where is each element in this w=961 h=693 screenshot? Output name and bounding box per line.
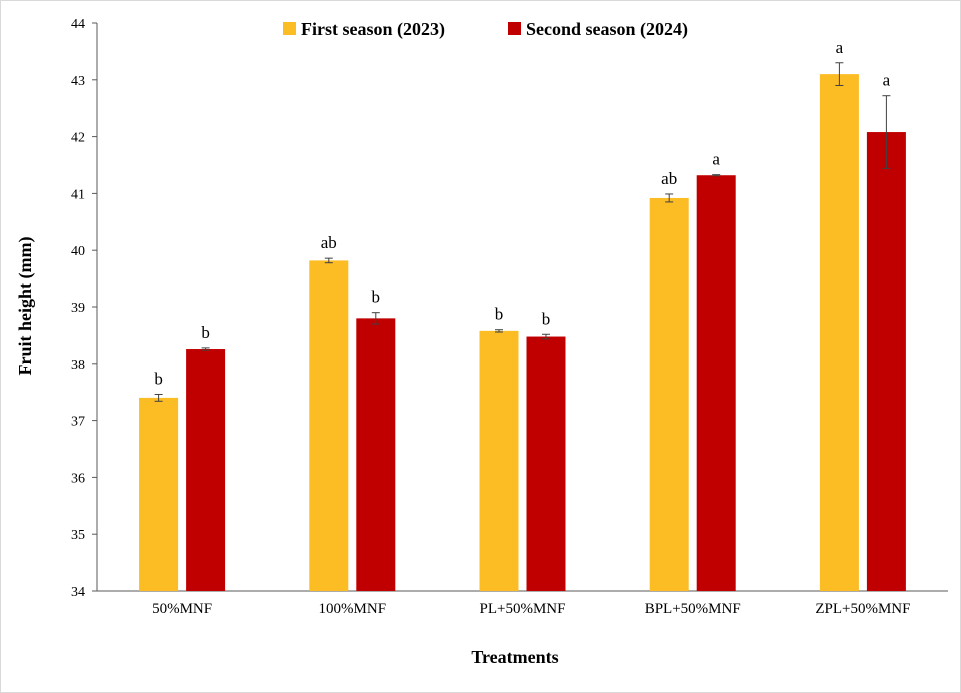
bar-first-season — [479, 330, 519, 591]
significance-label: ab — [661, 169, 677, 188]
y-tick-label: 40 — [71, 244, 85, 259]
legend: First season (2023) Second season (2024) — [283, 19, 688, 40]
significance-label: b — [201, 323, 210, 342]
y-axis: 34 35 36 37 38 39 40 41 42 43 44 — [71, 17, 98, 600]
legend-swatch — [283, 22, 296, 35]
y-tick-label: 34 — [71, 585, 85, 600]
significance-label: a — [836, 38, 844, 57]
y-tick-label: 37 — [71, 415, 85, 430]
significance-label: b — [154, 369, 163, 388]
y-tick-label: 42 — [71, 131, 85, 146]
bar-second-season — [866, 132, 906, 591]
legend-label: First season (2023) — [301, 19, 445, 40]
bar-first-season — [139, 397, 179, 591]
bar-first-season — [649, 197, 689, 591]
y-tick-label: 41 — [71, 187, 85, 202]
significance-label: ab — [321, 233, 337, 252]
y-tick-label: 39 — [71, 301, 85, 316]
y-tick-label: 35 — [71, 528, 85, 543]
bar-second-season — [186, 349, 226, 591]
bars: b b ab b b b ab a a a — [139, 38, 906, 592]
significance-label: b — [495, 305, 504, 324]
y-tick-label: 43 — [71, 74, 85, 89]
y-tick-label: 38 — [71, 358, 85, 373]
y-tick-label: 36 — [71, 471, 85, 486]
bar-second-season — [526, 336, 566, 591]
bar-first-season — [309, 260, 349, 591]
y-tick-label: 44 — [71, 17, 85, 32]
legend-label: Second season (2024) — [526, 19, 688, 40]
significance-label: b — [372, 288, 381, 307]
significance-label: a — [883, 71, 891, 90]
x-tick-label: PL+50%MNF — [480, 601, 566, 617]
x-axis: 50%MNF 100%MNF PL+50%MNF BPL+50%MNF ZPL+50%M… — [97, 590, 948, 617]
y-axis-title: Fruit height (mm) — [15, 237, 36, 376]
x-tick-label: BPL+50%MNF — [645, 601, 741, 617]
bar-second-season — [356, 318, 396, 591]
significance-label: a — [712, 150, 720, 169]
significance-label: b — [542, 309, 551, 328]
x-axis-title: Treatments — [471, 647, 558, 667]
x-tick-label: 50%MNF — [152, 601, 212, 617]
bar-first-season — [819, 74, 859, 592]
x-tick-label: ZPL+50%MNF — [815, 601, 910, 617]
x-tick-label: 100%MNF — [319, 601, 387, 617]
bar-second-season — [696, 175, 736, 591]
legend-swatch — [508, 22, 521, 35]
